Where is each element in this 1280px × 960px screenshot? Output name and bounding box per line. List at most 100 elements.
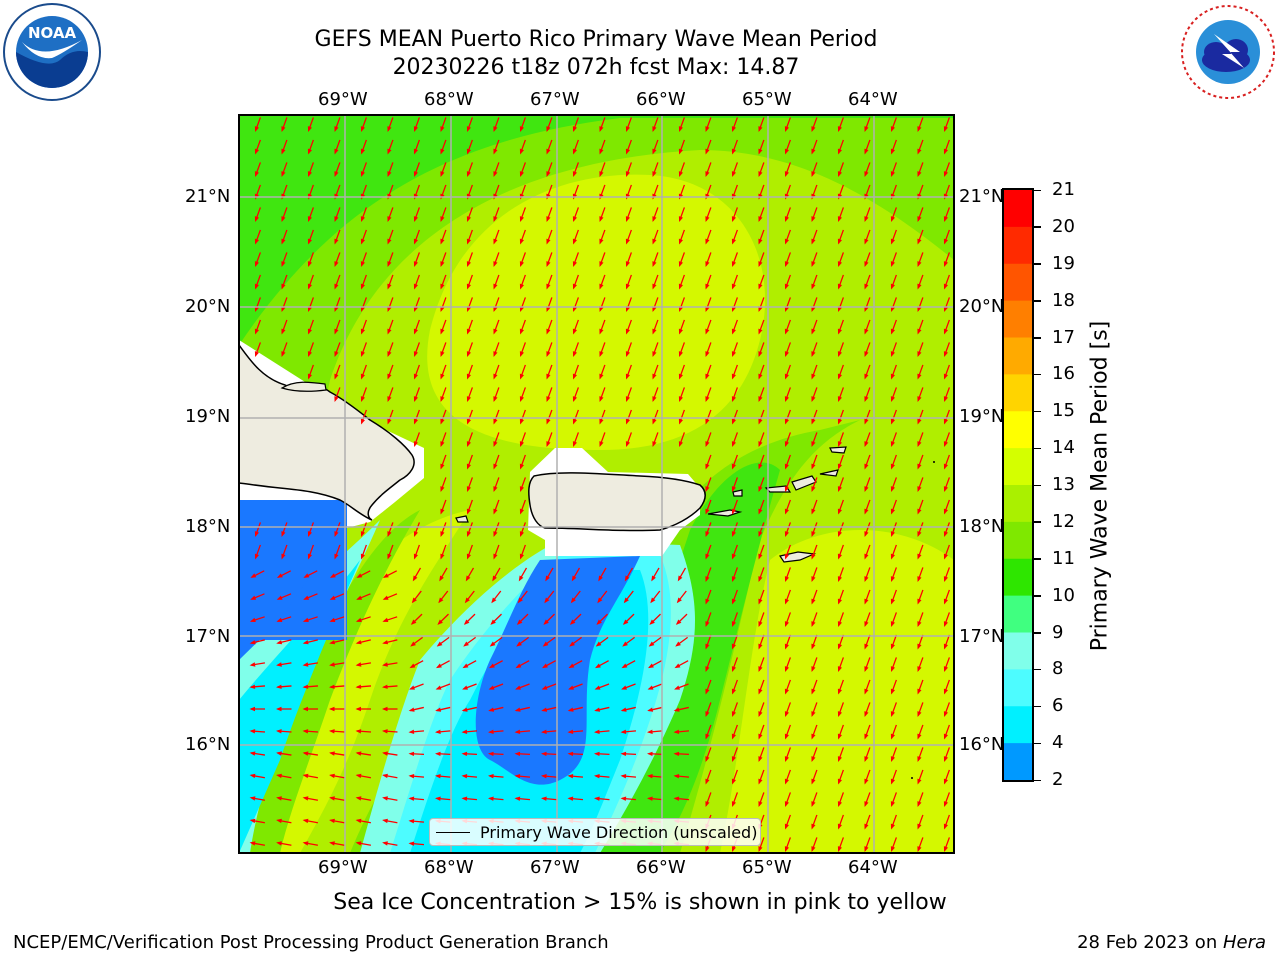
direction-arrow-head [705,846,710,852]
direction-arrow-head [837,261,842,267]
lat-label-left-18: 18°N [185,516,231,537]
direction-arrow-head [811,261,816,267]
direction-arrow-head [307,351,312,357]
direction-arrow-head [652,261,657,267]
direction-arrow-head [355,729,362,734]
direction-arrow-head [439,575,444,582]
direction-arrow-head [493,463,498,470]
direction-arrow-head [652,328,657,335]
direction-arrow-head [281,238,286,245]
direction-arrow-head [705,711,710,717]
direction-arrow-head [546,396,551,402]
legend-label: Primary Wave Direction (unscaled) [480,823,758,842]
direction-arrow-head [890,238,895,245]
direction-arrow-head [440,171,445,177]
direction-arrow-head [731,486,736,492]
colorbar-tick-label: 17 [1052,326,1075,348]
colorbar-tick-label: 19 [1052,252,1075,274]
direction-arrow-head [864,553,869,560]
direction-arrow-head [864,643,869,650]
direction-arrow-head [652,351,657,357]
direction-arrow-head [678,216,683,222]
direction-arrow-head [917,441,922,447]
direction-arrow-head [811,553,816,560]
direction-arrow-head [784,688,789,695]
direction-arrow-head [705,733,710,740]
direction-arrow-head [864,666,869,672]
colorbar-segment [1004,300,1032,338]
direction-arrow-head [546,283,551,290]
direction-arrow-head [758,508,763,515]
direction-arrow-head [546,126,551,132]
direction-arrow-head [514,796,521,801]
colorbar-tick-label: 6 [1052,695,1064,717]
direction-arrow-head [625,441,630,447]
direction-arrow-head [466,373,471,380]
direction-arrow-head [599,238,604,245]
direction-arrow-head [410,619,417,625]
direction-arrow-head [307,553,312,560]
direction-arrow-head [493,148,498,155]
direction-arrow-head [249,684,256,689]
direction-arrow-head [466,283,471,290]
direction-arrow-head [678,171,683,177]
colorbar-tick-label: 8 [1052,658,1064,680]
direction-arrow-head [837,733,842,740]
direction-arrow-head [493,171,498,177]
direction-arrow-head [599,441,604,447]
direction-arrow-head [572,261,577,267]
direction-arrow-head [890,553,895,560]
direction-arrow-head [758,576,763,582]
direction-arrow-head [334,328,339,335]
direction-arrow-head [784,486,789,492]
direction-arrow-head [413,351,418,357]
direction-arrow-head [758,846,763,852]
noaa-logo: NOAA [3,3,101,101]
direction-arrow-head [436,641,443,647]
direction-arrow-head [488,685,495,690]
direction-arrow-head [917,238,922,245]
direction-arrow-head [569,619,576,625]
direction-arrow-head [811,441,816,447]
direction-arrow-head [281,148,286,155]
direction-arrow-head [281,126,286,132]
direction-arrow-head [705,328,710,335]
direction-arrow-head [890,216,895,222]
direction-arrow-head [917,126,922,132]
direction-arrow-head [837,711,842,717]
colorbar-tick-label: 10 [1052,584,1075,606]
direction-arrow-head [784,508,789,515]
colorbar-tick-mark [1034,447,1041,450]
direction-arrow-head [811,463,816,470]
direction-arrow-head [731,126,736,132]
direction-arrow-head [302,773,309,779]
direction-arrow-head [705,396,710,402]
direction-arrow-head [334,351,339,357]
direction-arrow-head [281,283,286,290]
direction-arrow-head [466,171,471,177]
direction-arrow-head [784,238,789,245]
direction-arrow-head [890,486,895,492]
direction-arrow-head [408,729,415,734]
direction-arrow-head [837,486,842,492]
direction-arrow-head [599,396,604,402]
direction-arrow-head [413,328,418,335]
direction-arrow-head [281,531,286,537]
direction-arrow-head [413,148,418,155]
direction-arrow-head [491,597,497,604]
map-legend: Primary Wave Direction (unscaled) [429,818,761,846]
direction-arrow-head [329,573,336,578]
direction-arrow-head [355,751,362,756]
direction-arrow-head [250,595,257,600]
direction-arrow-head [648,663,654,669]
direction-arrow-head [625,283,630,290]
direction-arrow-head [307,216,312,222]
st-croix [779,551,817,563]
direction-arrow-head [917,756,922,762]
direction-arrow-head [519,553,524,560]
direction-arrow-head [837,823,842,830]
direction-arrow-head [334,126,339,132]
direction-arrow-head [837,531,842,537]
direction-arrow-head [864,126,869,132]
direction-arrow-head [307,238,312,245]
